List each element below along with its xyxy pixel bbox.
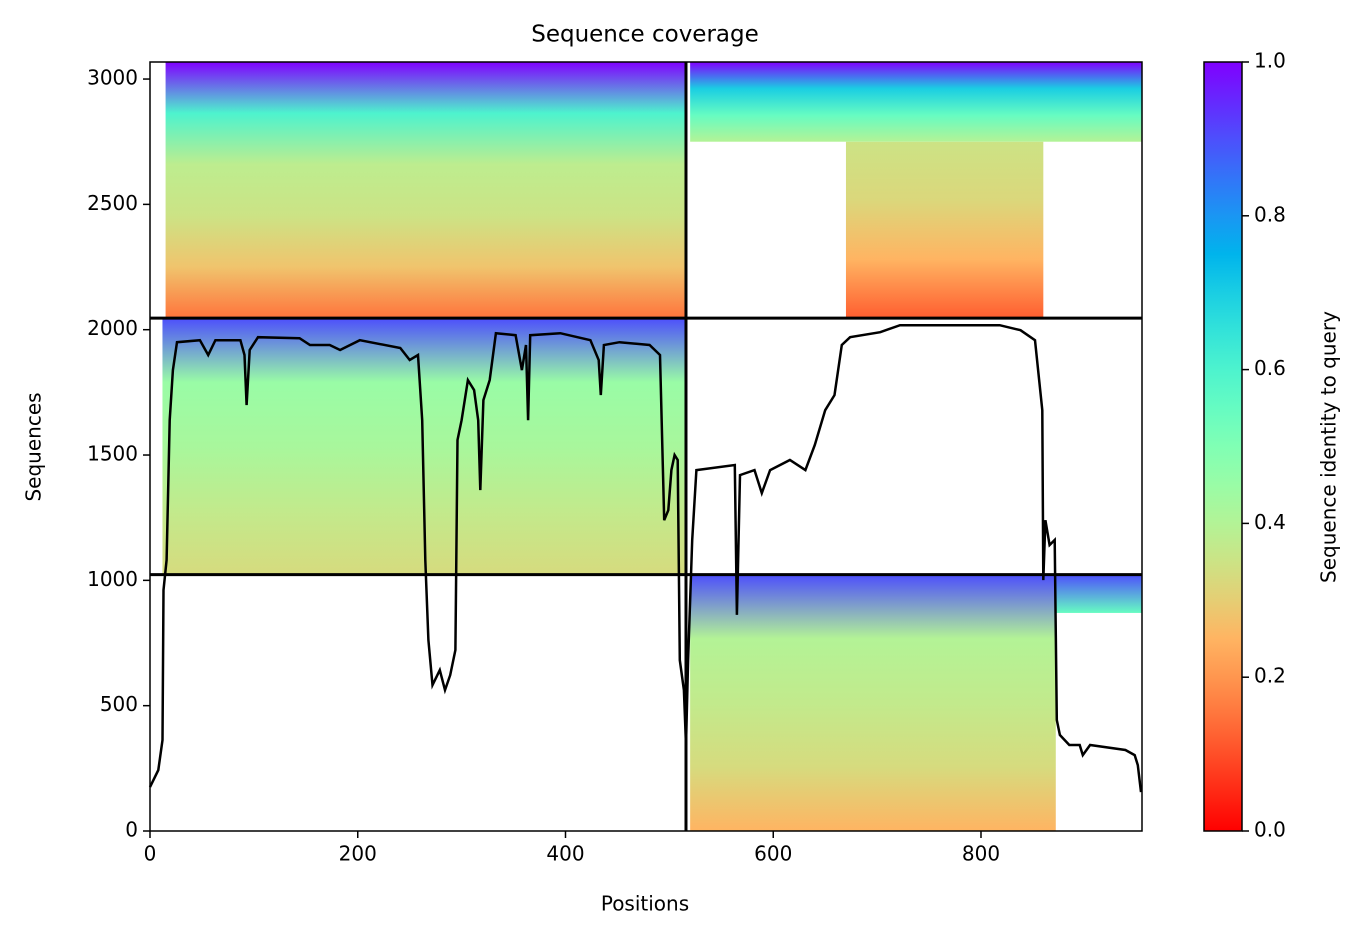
- colorbar-tick-label: 0.2: [1254, 664, 1286, 688]
- y-tick-label: 0: [125, 818, 138, 842]
- chart-title: Sequence coverage: [531, 22, 759, 48]
- y-axis-label: Sequences: [22, 392, 46, 501]
- colorbar-tick-label: 0.6: [1254, 356, 1286, 380]
- coverage-region: [1055, 574, 1142, 613]
- colorbar-tick-label: 0.8: [1254, 202, 1286, 226]
- x-tick-label: 200: [339, 842, 377, 866]
- y-tick-label: 2000: [87, 316, 138, 340]
- x-tick-label: 600: [754, 842, 792, 866]
- y-tick-label: 2500: [87, 191, 138, 215]
- colorbar-tick-label: 0.4: [1254, 510, 1286, 534]
- colorbar-tick-label: 0.0: [1254, 818, 1286, 842]
- coverage-region: [845, 141, 1044, 319]
- y-tick-label: 1000: [87, 567, 138, 591]
- coverage-region: [165, 62, 686, 319]
- x-tick-label: 800: [962, 842, 1000, 866]
- y-tick-label: 500: [100, 692, 138, 716]
- coverage-line: [148, 323, 1143, 793]
- y-tick-label: 3000: [87, 66, 138, 90]
- x-tick-label: 0: [144, 842, 157, 866]
- x-tick-label: 400: [546, 842, 584, 866]
- colorbar: [1203, 61, 1243, 832]
- colorbar-label: Sequence identity to query: [1317, 311, 1341, 583]
- coverage-region: [690, 574, 1056, 831]
- plot-frame: [149, 61, 1143, 832]
- coverage-region: [690, 62, 1142, 142]
- y-tick-label: 1500: [87, 442, 138, 466]
- x-axis-label: Positions: [601, 892, 689, 916]
- colorbar-tick-label: 1.0: [1254, 49, 1286, 73]
